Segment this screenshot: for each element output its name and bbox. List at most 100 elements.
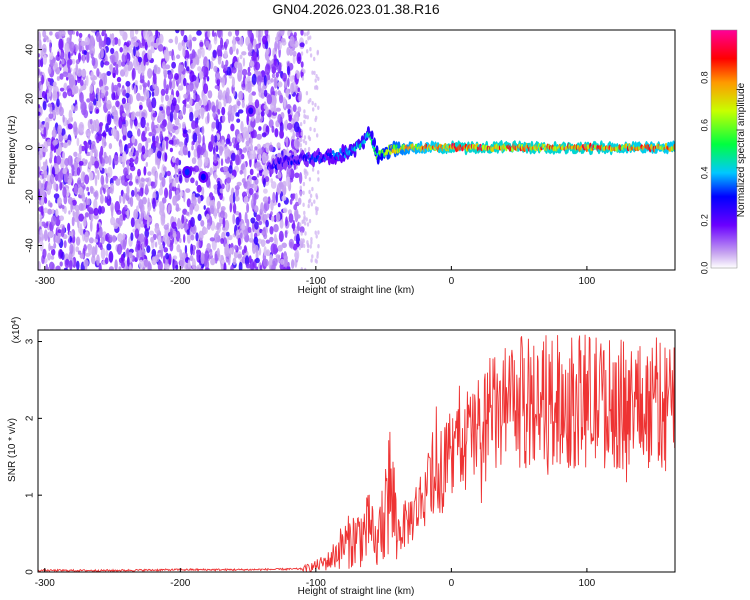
heatmap-noise-cell xyxy=(242,57,246,67)
heatmap-noise-cell xyxy=(130,217,135,228)
heatmap-noise-cell xyxy=(41,90,46,99)
heatmap-noise-cell xyxy=(151,128,157,137)
snr-frame xyxy=(37,329,676,573)
heatmap-noise-cell xyxy=(235,154,240,166)
heatmap-noise-cell xyxy=(269,236,274,243)
heatmap-noise-cell xyxy=(277,202,281,208)
heatmap-noise-cell xyxy=(118,266,122,270)
heatmap-noise-cell xyxy=(40,71,43,76)
heatmap-noise-cell xyxy=(162,255,166,264)
heatmap-noise-cell xyxy=(237,253,242,259)
heatmap-noise-cell xyxy=(312,107,315,112)
heatmap-noise-cell xyxy=(240,153,245,160)
heatmap-noise-cell xyxy=(212,49,217,59)
heatmap-noise-cell xyxy=(128,251,133,259)
heatmap-noise-cell xyxy=(67,88,73,97)
heatmap-noise-cell xyxy=(128,264,132,270)
heatmap-noise-cell xyxy=(172,55,176,61)
heatmap-noise-cell xyxy=(183,93,188,99)
heatmap-noise-cell xyxy=(48,113,54,119)
heatmap-noise-cell xyxy=(241,223,246,231)
heatmap-noise-cell xyxy=(296,233,300,245)
heatmap-noise-cell xyxy=(234,244,238,250)
heatmap-noise-cell xyxy=(151,97,157,109)
heatmap-noise-cell xyxy=(269,254,274,263)
heatmap-noise-cell xyxy=(273,224,279,233)
heatmap-noise-cell xyxy=(275,89,278,97)
heatmap-noise-cell xyxy=(205,40,210,48)
heatmap-noise-cell xyxy=(240,120,244,133)
heatmap-noise-cell xyxy=(147,68,153,79)
heatmap-noise-cell xyxy=(258,247,262,256)
heatmap-noise-cell xyxy=(285,88,290,98)
heatmap-noise-cell xyxy=(216,222,220,230)
heatmap-noise-cell xyxy=(245,263,251,269)
heatmap-noise-cell xyxy=(140,223,144,228)
heatmap-noise-cell xyxy=(135,178,139,184)
heatmap-noise-cell xyxy=(227,95,232,104)
heatmap-noise-cell xyxy=(105,37,111,46)
heatmap-noise-cell xyxy=(152,197,156,209)
heatmap-noise-cell xyxy=(118,216,123,227)
heatmap-noise-cell xyxy=(105,234,108,242)
heatmap-noise-cell xyxy=(100,92,105,99)
heatmap-noise-cell xyxy=(309,35,312,40)
heatmap-noise-cell xyxy=(98,79,104,88)
heatmap-noise-cell xyxy=(195,180,199,186)
heatmap-noise-cell xyxy=(263,200,270,212)
heatmap-noise-cell xyxy=(152,73,157,85)
heatmap-noise-cell xyxy=(106,71,111,76)
heatmap-noise-cell xyxy=(67,222,71,232)
heatmap-noise-cell xyxy=(118,155,124,163)
heatmap-noise-cell xyxy=(221,115,226,123)
heatmap-noise-cell xyxy=(172,195,178,206)
heatmap-noise-cell xyxy=(93,207,99,216)
heatmap-noise-cell xyxy=(250,60,255,68)
heatmap-noise-cell xyxy=(98,205,102,215)
heatmap-noise-cell xyxy=(78,121,85,134)
heatmap-noise-cell xyxy=(176,54,181,59)
heatmap-noise-cell xyxy=(151,256,157,266)
heatmap-noise-cell xyxy=(284,230,288,238)
heatmap-noise-cell xyxy=(255,257,260,264)
heatmap-noise-cell xyxy=(223,166,228,172)
heatmap-noise-cell xyxy=(187,150,191,158)
heatmap-noise-cell xyxy=(78,144,82,155)
heatmap-noise-cell xyxy=(249,168,254,176)
heatmap-noise-cell xyxy=(123,126,127,136)
heatmap-noise-cell xyxy=(46,174,51,183)
heatmap-noise-cell xyxy=(224,219,230,231)
heatmap-noise-cell xyxy=(195,102,200,112)
heatmap-noise-cell xyxy=(253,194,257,207)
heatmap-noise-cell xyxy=(171,79,176,90)
heatmap-noise-cell xyxy=(211,135,215,142)
heatmap-noise-cell xyxy=(293,31,297,38)
heatmap-noise-cell xyxy=(314,102,317,108)
heatmap-noise-cell xyxy=(57,171,63,183)
heatmap-noise-cell xyxy=(275,212,281,223)
heatmap-noise-cell xyxy=(169,111,174,123)
heatmap-noise-cell xyxy=(144,41,148,51)
heatmap-noise-cell xyxy=(170,94,174,101)
heatmap-noise-cell xyxy=(179,190,184,198)
heatmap-noise-cell xyxy=(165,139,169,150)
heatmap-noise-cell xyxy=(283,96,287,108)
heatmap-noise-cell xyxy=(231,76,235,88)
heatmap-noise-cell xyxy=(48,242,51,252)
heatmap-noise-cell xyxy=(189,70,195,83)
heatmap-noise-cell xyxy=(168,38,174,44)
heatmap-noise-cell xyxy=(216,200,221,210)
heatmap-noise-cell xyxy=(260,110,265,117)
heatmap-noise-cell xyxy=(213,65,218,72)
heatmap-noise-cell xyxy=(234,185,240,191)
heatmap-noise-cell xyxy=(175,230,181,242)
heatmap-noise-cell xyxy=(78,186,83,196)
heatmap-noise-cell xyxy=(161,197,167,204)
heatmap-noise-cell xyxy=(145,184,149,196)
heatmap-noise-cell xyxy=(216,30,222,38)
heatmap-noise-cell xyxy=(232,213,236,225)
heatmap-noise-cell xyxy=(220,37,224,49)
heatmap-noise-cell xyxy=(67,123,73,130)
heatmap-noise-cell xyxy=(263,89,268,98)
heatmap-noise-cell xyxy=(310,202,313,207)
